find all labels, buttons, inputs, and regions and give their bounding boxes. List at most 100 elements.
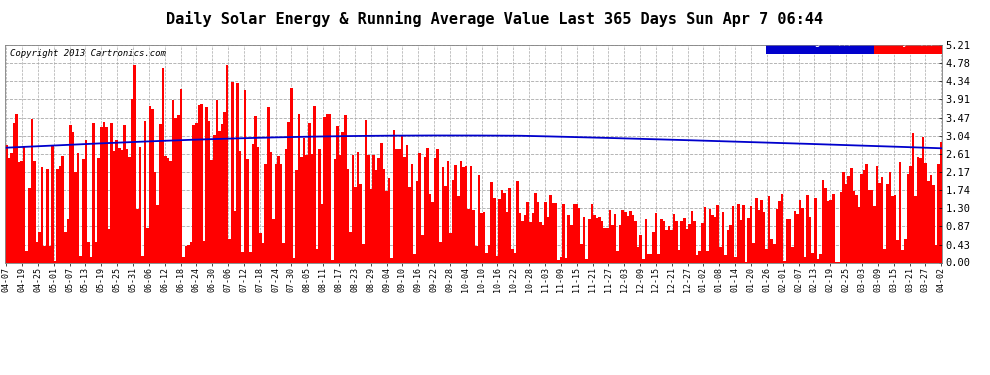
Bar (488, 245, 490, 262)
Bar (627, 216, 629, 262)
Bar (293, 258, 295, 262)
Bar (51, 146, 53, 262)
Bar (321, 204, 324, 262)
Bar (372, 155, 375, 262)
Bar (419, 153, 421, 262)
Bar (501, 190, 503, 262)
Bar (747, 218, 749, 262)
Bar (13, 123, 15, 262)
Bar (814, 198, 817, 262)
Bar (457, 196, 459, 262)
Bar (755, 198, 757, 262)
Bar (313, 106, 316, 262)
Bar (267, 107, 269, 262)
Bar (483, 212, 485, 262)
Bar (151, 109, 153, 262)
Bar (169, 161, 172, 262)
Bar (432, 202, 434, 262)
Bar (616, 251, 619, 262)
Bar (411, 164, 414, 262)
Bar (909, 166, 912, 262)
Bar (339, 155, 342, 262)
Bar (546, 217, 549, 262)
Bar (61, 156, 64, 262)
Bar (118, 148, 121, 262)
Bar (673, 214, 675, 262)
Bar (740, 220, 742, 262)
Bar (121, 150, 123, 262)
Bar (920, 158, 922, 262)
Bar (490, 182, 493, 262)
Bar (883, 249, 886, 262)
Bar (87, 242, 90, 262)
Bar (139, 147, 142, 262)
Bar (103, 122, 105, 262)
Bar (775, 209, 778, 262)
Bar (237, 84, 239, 262)
Bar (437, 149, 439, 262)
Bar (722, 212, 724, 262)
Bar (82, 159, 84, 262)
Bar (857, 207, 860, 262)
Bar (344, 115, 346, 262)
Bar (64, 232, 66, 262)
Bar (285, 149, 287, 262)
Bar (649, 254, 652, 262)
Bar (401, 135, 403, 262)
Bar (786, 219, 788, 262)
Bar (770, 239, 773, 262)
Bar (95, 242, 97, 262)
Bar (264, 164, 267, 262)
Bar (239, 151, 242, 262)
Bar (159, 124, 161, 262)
Bar (26, 251, 28, 262)
Bar (449, 233, 451, 262)
Bar (446, 161, 449, 262)
Bar (611, 225, 614, 262)
Bar (272, 219, 274, 262)
Bar (912, 133, 914, 262)
Bar (261, 243, 264, 262)
Bar (129, 157, 131, 262)
Bar (778, 201, 781, 262)
Bar (198, 105, 200, 262)
Bar (254, 116, 256, 262)
Bar (256, 147, 259, 262)
Bar (472, 210, 475, 262)
Bar (53, 261, 56, 262)
Bar (166, 159, 169, 262)
Bar (925, 163, 927, 262)
Bar (709, 209, 711, 262)
Bar (303, 138, 306, 262)
Bar (131, 99, 134, 262)
Bar (878, 183, 881, 262)
Bar (280, 165, 282, 262)
Bar (542, 225, 545, 262)
Bar (622, 210, 624, 262)
Bar (470, 166, 472, 262)
Bar (74, 172, 77, 262)
Text: Daily Solar Energy & Running Average Value Last 365 Days Sun Apr 7 06:44: Daily Solar Energy & Running Average Val… (166, 11, 824, 27)
Text: Daily  ($): Daily ($) (881, 38, 936, 47)
Bar (15, 114, 18, 262)
Bar (5, 146, 8, 262)
Bar (251, 144, 254, 262)
Bar (84, 140, 87, 262)
Bar (652, 232, 654, 262)
Bar (179, 90, 182, 262)
Bar (927, 181, 930, 262)
Bar (205, 107, 208, 262)
Bar (917, 157, 920, 262)
Bar (604, 228, 606, 262)
Bar (706, 251, 709, 262)
Bar (380, 143, 382, 262)
Bar (192, 125, 195, 262)
Bar (609, 210, 611, 262)
Bar (686, 229, 688, 262)
Bar (231, 82, 234, 262)
Bar (822, 180, 825, 262)
Bar (830, 200, 832, 262)
Bar (654, 213, 657, 262)
Bar (282, 243, 285, 262)
Bar (850, 168, 852, 262)
